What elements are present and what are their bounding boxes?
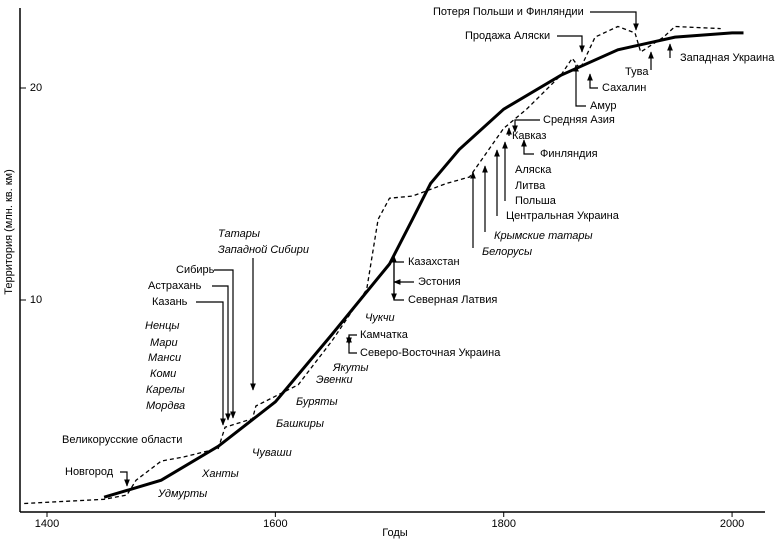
annotation-arrow: [346, 334, 357, 345]
x-tick-label: 1600: [263, 518, 287, 530]
annotation: Манси: [148, 352, 181, 364]
annotation: Мари: [150, 337, 178, 349]
annotation: Эстония: [418, 276, 461, 288]
annotation: Татары: [218, 228, 260, 240]
annotation-arrow: [196, 301, 226, 426]
x-axis-label: Годы: [382, 527, 408, 539]
annotation: Ненцы: [145, 320, 180, 332]
annotation-arrow: [590, 11, 639, 31]
annotation: Якуты: [332, 362, 368, 374]
trend-line: [103, 31, 744, 499]
annotation-arrow: [512, 119, 540, 133]
annotation-arrow: [212, 285, 231, 421]
x-tick-label: 2000: [720, 518, 744, 530]
annotation: Сахалин: [602, 82, 646, 94]
annotation: Амур: [590, 100, 617, 112]
annotation: Казахстан: [408, 256, 460, 268]
annotation-arrow: [587, 73, 598, 89]
annotation: Аляска: [515, 164, 552, 176]
annotation: Новгород: [65, 466, 114, 478]
annotation-arrow: [346, 335, 357, 354]
y-tick-label: 20: [30, 82, 42, 94]
annotation: Литва: [515, 180, 546, 192]
annotation: Польша: [515, 195, 557, 207]
annotation: Западная Украина: [680, 52, 775, 64]
annotation: Северная Латвия: [408, 294, 497, 306]
x-tick-label: 1800: [491, 518, 515, 530]
annotation: Камчатка: [360, 329, 409, 341]
annotation-arrow: [391, 261, 404, 301]
annotation: Белорусы: [482, 246, 532, 258]
annotation: Тува: [625, 66, 649, 78]
annotation-arrow: [391, 255, 404, 301]
annotation: Средняя Азия: [543, 114, 615, 126]
annotation: Эвенки: [316, 374, 353, 386]
annotation-arrow: [120, 471, 130, 487]
actual-line: [24, 25, 721, 505]
y-axis-label: Территория (млн. кв. км): [3, 169, 15, 295]
annotation-arrow: [573, 64, 586, 107]
annotation: Чукчи: [365, 312, 395, 324]
annotation: Крымские татары: [494, 230, 593, 242]
annotation: Сибирь: [176, 264, 215, 276]
annotation: Центральная Украина: [506, 210, 620, 222]
annotation: Астрахань: [148, 280, 202, 292]
annotation: Продажа Аляски: [465, 30, 550, 42]
annotation-arrow: [557, 35, 585, 53]
annotation: Буряты: [296, 396, 338, 408]
annotation: Мордва: [146, 400, 185, 412]
annotation: Казань: [152, 296, 188, 308]
annotation: Кавказ: [512, 130, 546, 142]
annotation: Потеря Польши и Финляндии: [433, 6, 584, 18]
annotation: Чуваши: [252, 447, 292, 459]
annotation: Карелы: [146, 384, 185, 396]
annotation: Ханты: [201, 468, 239, 480]
annotation: Северо-Восточная Украина: [360, 347, 501, 359]
annotation: Финляндия: [540, 148, 598, 160]
y-tick-label: 10: [30, 294, 42, 306]
x-tick-label: 1400: [35, 518, 59, 530]
annotation-arrow: [521, 139, 534, 155]
annotation: Западной Сибири: [218, 244, 309, 256]
annotation: Коми: [150, 368, 176, 380]
annotation-arrow: [214, 269, 236, 419]
annotation: Удмурты: [157, 488, 207, 500]
annotation: Великорусские области: [62, 434, 182, 446]
annotation: Башкиры: [276, 418, 324, 430]
